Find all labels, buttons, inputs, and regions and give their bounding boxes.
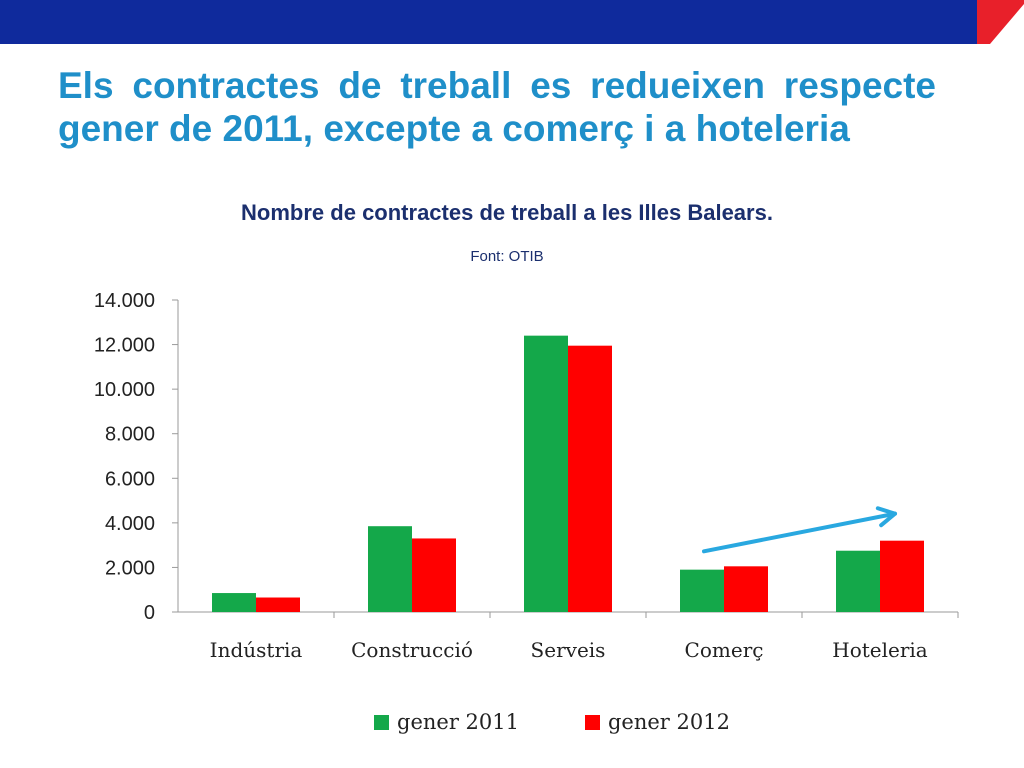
- bar-2011: [524, 335, 568, 612]
- y-tick-label: 0: [144, 602, 155, 624]
- bar-chart: 0 2.000 4.000 6.000 8.000 10.000 12.000 14.000 I…: [94, 290, 959, 662]
- chart-title: Nombre de contractes de treball a les Il…: [241, 200, 773, 225]
- bar-2012: [568, 345, 612, 612]
- x-tick-label: Construcció: [351, 638, 473, 662]
- legend-item-2011: gener 2011: [374, 710, 519, 734]
- bar-2011: [836, 550, 880, 612]
- y-tick-label: 4.000: [105, 513, 155, 535]
- y-tick-label: 14.000: [94, 290, 155, 312]
- bar-2012: [412, 538, 456, 612]
- y-tick-label: 2.000: [105, 557, 155, 579]
- header-bar: [0, 0, 1024, 46]
- bar-2011: [212, 593, 256, 612]
- y-tick-label: 8.000: [105, 424, 155, 446]
- y-tick-label: 6.000: [105, 468, 155, 490]
- trend-arrow-head: [875, 506, 897, 528]
- legend-swatch-2011: [374, 714, 389, 730]
- x-tick-label: Serveis: [531, 638, 606, 662]
- trend-arrow-line: [702, 511, 897, 554]
- legend-label-2012: gener 2012: [607, 710, 730, 734]
- bar-2011: [680, 569, 724, 612]
- header-blue-band: [0, 0, 977, 44]
- x-tick-label: Hoteleria: [832, 638, 928, 662]
- legend-item-2012: gener 2012: [584, 710, 730, 734]
- bar-2012: [880, 540, 924, 612]
- header-decoration: [0, 0, 1024, 44]
- slide-title: Els contractes de treball es redueixen r…: [58, 65, 936, 149]
- y-tick-label: 12.000: [94, 335, 155, 357]
- x-tick-label: Indústria: [210, 638, 303, 662]
- header-red-accent: [977, 0, 1024, 44]
- bar-2012: [256, 597, 300, 612]
- legend-swatch-2012: [584, 714, 600, 730]
- chart-source: Font: OTIB: [470, 248, 544, 265]
- x-tick-label: Comerç: [685, 638, 764, 662]
- legend-label-2011: gener 2011: [397, 710, 519, 734]
- chart-legend: gener 2011 gener 2012: [374, 710, 730, 734]
- bar-2012: [724, 566, 768, 612]
- y-tick-label: 10.000: [94, 379, 155, 401]
- bar-2011: [368, 526, 412, 612]
